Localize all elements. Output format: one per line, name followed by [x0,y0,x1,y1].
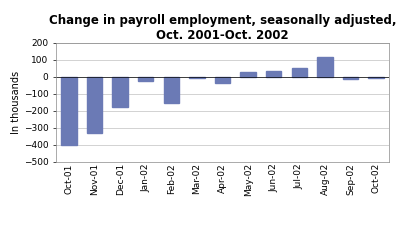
Bar [215,77,230,83]
Bar [189,77,205,78]
Bar [138,77,154,81]
Bar [292,68,307,77]
Bar [369,77,384,78]
Bar [112,77,128,107]
Bar [266,71,282,77]
Bar [343,77,358,79]
Bar [317,57,333,77]
Bar [164,77,179,103]
Bar [241,72,256,77]
Bar [87,77,102,133]
Y-axis label: In thousands: In thousands [11,71,21,134]
Title: Change in payroll employment, seasonally adjusted,
Oct. 2001-Oct. 2002: Change in payroll employment, seasonally… [49,14,396,42]
Bar [61,77,77,145]
